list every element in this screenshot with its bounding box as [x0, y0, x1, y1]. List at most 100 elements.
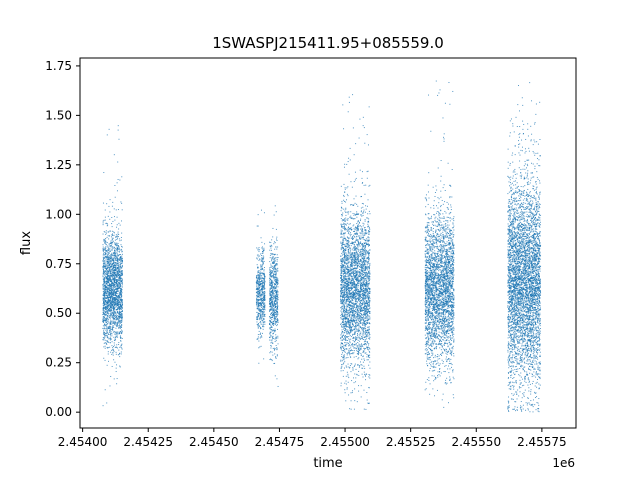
data-point: [121, 318, 123, 320]
data-point: [120, 284, 122, 286]
data-point: [103, 264, 105, 266]
data-point: [111, 320, 113, 322]
data-point: [113, 312, 115, 314]
data-point: [343, 332, 345, 334]
data-point: [113, 280, 115, 282]
data-point: [103, 325, 105, 327]
data-point: [273, 270, 275, 272]
data-point: [114, 262, 116, 264]
data-point: [121, 324, 123, 326]
data-point: [120, 301, 122, 303]
data-point: [353, 218, 355, 220]
data-point: [354, 332, 356, 334]
data-point: [106, 253, 108, 255]
data-point: [262, 305, 264, 307]
data-point: [114, 319, 116, 321]
data-point: [116, 248, 118, 250]
data-point: [274, 290, 276, 292]
data-point: [106, 311, 108, 313]
data-point: [105, 293, 107, 295]
data-point: [277, 328, 279, 330]
data-point: [272, 276, 274, 278]
data-point: [276, 378, 278, 380]
data-point: [115, 274, 117, 276]
data-point: [259, 258, 261, 260]
data-point: [103, 308, 105, 310]
data-point: [275, 299, 277, 301]
data-point: [115, 234, 117, 236]
data-point: [362, 238, 364, 240]
data-point: [344, 267, 346, 269]
data-point: [263, 269, 265, 271]
data-point: [363, 312, 365, 314]
data-point: [102, 276, 104, 278]
data-point: [119, 302, 121, 304]
data-point: [114, 286, 116, 288]
data-point: [104, 334, 106, 336]
data-point: [261, 305, 262, 306]
data-point: [105, 289, 107, 291]
data-point: [108, 299, 110, 301]
data-point: [272, 275, 274, 277]
data-point: [354, 364, 356, 366]
data-point: [121, 266, 123, 268]
data-point: [263, 284, 265, 286]
data-point: [349, 237, 351, 239]
data-point: [258, 279, 260, 281]
data-point: [259, 275, 261, 277]
data-point: [344, 275, 346, 277]
data-point: [365, 291, 367, 293]
data-point: [120, 308, 122, 310]
data-point: [103, 241, 105, 243]
data-point: [259, 274, 261, 276]
data-point: [366, 336, 368, 338]
data-point: [118, 308, 120, 310]
data-point: [259, 283, 261, 285]
data-point: [276, 293, 278, 295]
data-point: [118, 296, 120, 298]
data-point: [107, 319, 109, 321]
data-point: [113, 317, 115, 319]
data-point: [341, 364, 343, 366]
data-point: [116, 287, 118, 289]
data-point: [111, 217, 113, 219]
data-point: [114, 321, 116, 323]
data-point: [110, 311, 112, 313]
data-point: [257, 318, 259, 320]
data-point: [264, 309, 266, 311]
data-point: [118, 268, 120, 270]
data-point: [264, 323, 266, 325]
data-point: [274, 328, 276, 330]
data-point: [261, 309, 263, 311]
data-point: [103, 338, 105, 340]
data-point: [361, 336, 363, 338]
data-point: [107, 287, 109, 289]
data-point: [112, 284, 114, 286]
data-point: [346, 280, 348, 282]
data-point: [340, 270, 342, 272]
data-point: [117, 280, 119, 282]
data-point: [274, 303, 276, 305]
data-point: [274, 257, 276, 259]
data-point: [340, 265, 342, 267]
data-point: [261, 300, 263, 302]
data-point: [348, 377, 350, 379]
data-point: [258, 278, 260, 280]
data-point: [271, 282, 273, 284]
data-point: [368, 322, 370, 324]
data-point: [258, 302, 260, 304]
data-point: [346, 318, 348, 320]
data-point: [353, 230, 355, 232]
data-point: [113, 359, 115, 361]
data-point: [117, 312, 119, 314]
data-point: [256, 295, 258, 297]
data-point: [103, 296, 105, 298]
data-point: [344, 262, 346, 264]
data-point: [277, 283, 279, 285]
data-point: [117, 318, 119, 320]
data-point: [361, 261, 363, 263]
data-point: [341, 214, 343, 216]
data-point: [116, 279, 118, 281]
data-point: [356, 258, 358, 260]
data-point: [343, 302, 345, 304]
